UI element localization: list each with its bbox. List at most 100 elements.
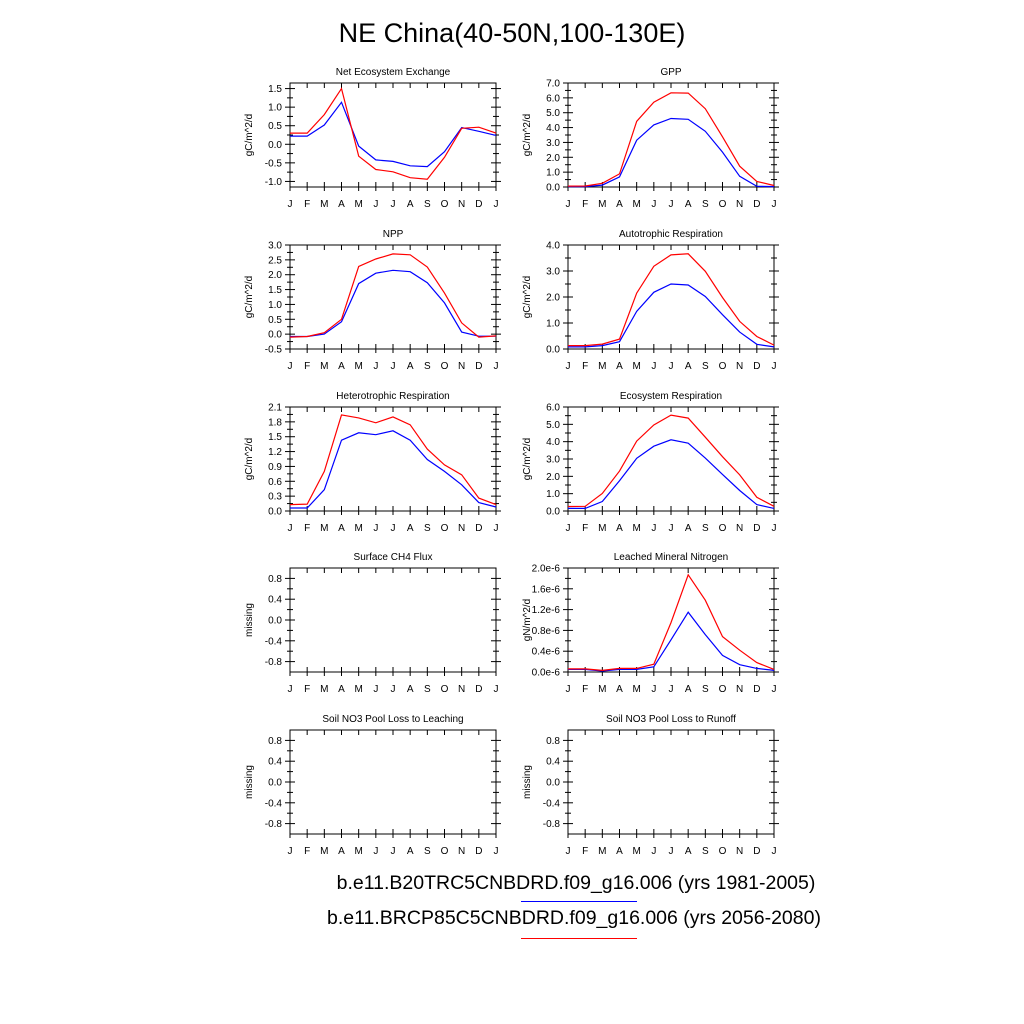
- x-tick-label: O: [441, 846, 449, 857]
- y-axis-label: gC/m^2/d: [522, 276, 533, 319]
- y-tick-label: 0.0: [268, 507, 282, 518]
- plot-frame: [567, 244, 775, 350]
- x-tick-label: J: [651, 199, 656, 210]
- x-tick-label: D: [475, 361, 482, 372]
- y-tick-label: 4.0: [546, 123, 560, 134]
- x-tick-label: S: [702, 846, 709, 857]
- x-tick-label: A: [685, 684, 692, 695]
- y-tick-label: 3.0: [268, 241, 282, 252]
- x-tick-label: J: [772, 523, 777, 534]
- y-tick-label: 1.5: [268, 84, 282, 95]
- y-tick-label: 0.0: [268, 616, 282, 627]
- series-line-run2: [568, 253, 775, 347]
- y-tick-label: 1.6e-6: [532, 584, 561, 595]
- y-tick-label: 1.0: [546, 168, 560, 179]
- x-tick-label: N: [458, 684, 465, 695]
- y-tick-label: 1.0: [268, 103, 282, 114]
- x-tick-label: D: [475, 523, 482, 534]
- series-line-run1: [290, 101, 497, 168]
- y-tick-label: 0.4e-6: [532, 647, 561, 658]
- x-tick-label: A: [407, 361, 414, 372]
- x-tick-label: S: [702, 684, 709, 695]
- y-tick-label: 4.0: [546, 241, 560, 252]
- x-tick-label: O: [719, 684, 727, 695]
- y-tick-label: 0.0: [546, 345, 560, 356]
- x-tick-label: A: [407, 523, 414, 534]
- x-tick-label: D: [753, 523, 760, 534]
- plot-frame: [289, 406, 497, 512]
- y-axis-label: gN/m^2/d: [522, 599, 533, 642]
- y-axis-label: gC/m^2/d: [244, 276, 255, 319]
- x-tick-label: N: [736, 684, 743, 695]
- x-tick-label: M: [354, 846, 362, 857]
- y-tick-label: -0.8: [543, 819, 561, 830]
- x-tick-label: J: [288, 684, 293, 695]
- x-tick-label: S: [424, 523, 431, 534]
- x-tick-label: O: [441, 684, 449, 695]
- x-tick-label: N: [736, 361, 743, 372]
- y-tick-label: 0.5: [268, 121, 282, 132]
- x-tick-label: M: [632, 684, 640, 695]
- x-tick-label: J: [669, 523, 674, 534]
- panel-title: Soil NO3 Pool Loss to Leaching: [322, 714, 463, 725]
- x-tick-label: A: [616, 199, 623, 210]
- x-tick-label: N: [736, 846, 743, 857]
- y-tick-label: 3.0: [546, 267, 560, 278]
- y-tick-label: -0.4: [543, 798, 561, 809]
- x-tick-label: A: [338, 523, 345, 534]
- x-tick-label: A: [685, 361, 692, 372]
- x-tick-label: A: [338, 199, 345, 210]
- x-tick-label: J: [288, 199, 293, 210]
- x-tick-label: J: [391, 523, 396, 534]
- x-tick-label: M: [320, 361, 328, 372]
- y-tick-label: 2.0e-6: [532, 564, 561, 575]
- series-line-run2: [567, 92, 775, 187]
- x-tick-label: M: [632, 361, 640, 372]
- x-tick-label: N: [458, 361, 465, 372]
- y-axis-label: gC/m^2/d: [244, 114, 255, 157]
- x-tick-label: J: [391, 684, 396, 695]
- x-tick-label: F: [582, 199, 588, 210]
- x-tick-label: J: [288, 361, 293, 372]
- x-tick-label: N: [458, 199, 465, 210]
- y-tick-label: -1.0: [265, 177, 283, 188]
- x-tick-label: J: [373, 684, 378, 695]
- x-tick-label: M: [320, 684, 328, 695]
- x-tick-label: F: [304, 361, 310, 372]
- x-tick-label: M: [320, 199, 328, 210]
- series-line-run2: [290, 87, 497, 180]
- x-tick-label: S: [702, 199, 709, 210]
- x-tick-label: O: [719, 199, 727, 210]
- x-tick-label: J: [494, 523, 499, 534]
- legend-label-run2: b.e11.BRCP85C5CNBDRD.f09_g16.006 (yrs 20…: [327, 907, 821, 929]
- series-line-run1: [568, 283, 775, 348]
- series-line-run1: [568, 117, 775, 188]
- x-tick-label: A: [407, 684, 414, 695]
- y-axis-label: gC/m^2/d: [522, 438, 533, 481]
- x-tick-label: M: [598, 846, 606, 857]
- x-tick-label: J: [494, 846, 499, 857]
- x-tick-label: J: [494, 199, 499, 210]
- figure-title: NE China(40-50N,100-130E): [338, 18, 686, 48]
- series-line-run2: [567, 414, 775, 508]
- y-tick-label: 0.0e-6: [532, 668, 561, 679]
- y-tick-label: 0.0: [268, 140, 282, 151]
- y-tick-label: -0.8: [265, 657, 283, 668]
- y-axis-label: missing: [244, 603, 255, 637]
- y-tick-label: 7.0: [546, 79, 560, 90]
- y-tick-label: -0.4: [265, 636, 283, 647]
- x-tick-label: N: [458, 846, 465, 857]
- x-tick-label: F: [582, 846, 588, 857]
- x-tick-label: M: [354, 361, 362, 372]
- x-tick-label: O: [441, 199, 449, 210]
- x-tick-label: J: [494, 684, 499, 695]
- x-tick-label: D: [475, 684, 482, 695]
- plot-frame: [567, 82, 775, 188]
- y-tick-label: 1.0: [546, 489, 560, 500]
